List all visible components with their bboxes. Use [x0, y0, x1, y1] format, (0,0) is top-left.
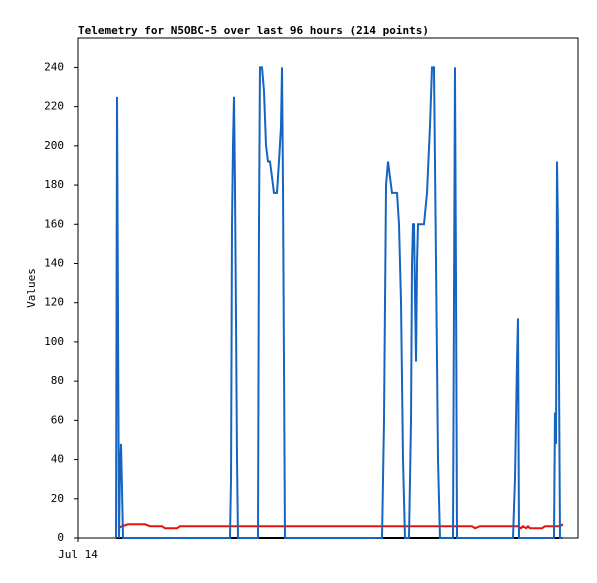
y-tick-label: 60	[51, 413, 64, 426]
y-tick-label: 0	[57, 531, 64, 544]
series-line	[117, 523, 564, 530]
y-tick-label: 80	[51, 374, 64, 387]
y-tick-label: 120	[44, 296, 64, 309]
y-tick-label: 20	[51, 492, 64, 505]
y-tick-label: 40	[51, 453, 64, 466]
y-tick-label: 180	[44, 178, 64, 191]
y-tick-label: 220	[44, 100, 64, 113]
y-tick-label: 140	[44, 256, 64, 269]
plot-frame	[77, 37, 579, 539]
y-tick-label: 200	[44, 139, 64, 152]
chart-title: Telemetry for N5OBC-5 over last 96 hours…	[78, 24, 429, 37]
y-tick-label: 100	[44, 335, 64, 348]
x-tick-label: Jul 14	[58, 548, 98, 561]
y-tick-label: 160	[44, 217, 64, 230]
y-tick-label: 240	[44, 60, 64, 73]
y-axis-label: Values	[25, 268, 38, 308]
series-line	[115, 66, 563, 539]
